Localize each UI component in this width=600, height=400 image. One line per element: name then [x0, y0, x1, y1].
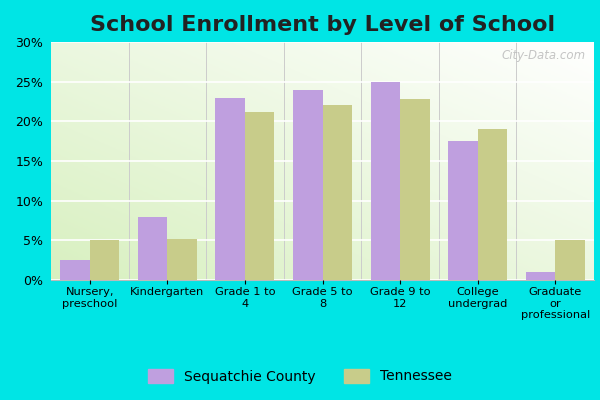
Bar: [138, 216, 167, 280]
Legend: Sequatchie County, Tennessee: Sequatchie County, Tennessee: [143, 363, 457, 389]
Text: City-Data.com: City-Data.com: [502, 49, 586, 62]
Bar: [478, 129, 507, 280]
Bar: [90, 240, 119, 280]
Bar: [526, 272, 555, 280]
Bar: [293, 90, 323, 280]
Bar: [61, 260, 90, 280]
Bar: [215, 98, 245, 280]
Bar: [400, 99, 430, 280]
Bar: [167, 239, 197, 280]
Bar: [371, 82, 400, 280]
Bar: [245, 112, 274, 280]
Bar: [555, 240, 584, 280]
Bar: [448, 141, 478, 280]
Title: School Enrollment by Level of School: School Enrollment by Level of School: [90, 15, 555, 35]
Bar: [323, 106, 352, 280]
